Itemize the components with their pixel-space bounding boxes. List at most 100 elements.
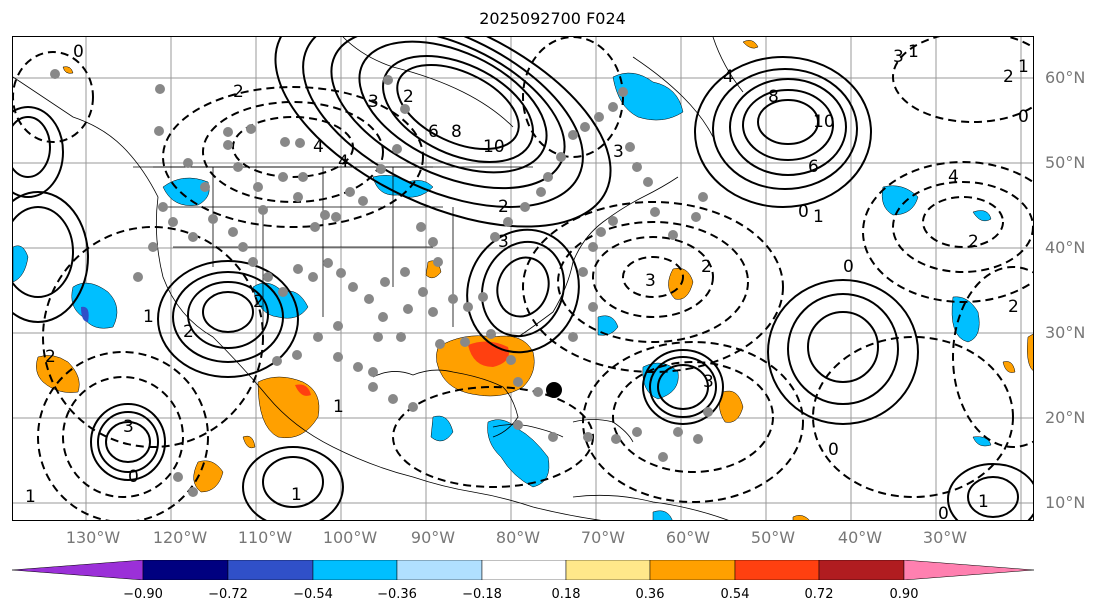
contour-label: 4 <box>338 152 349 172</box>
station-dot <box>460 337 470 347</box>
lon-label-50w: 50°W <box>750 528 796 547</box>
station-dot <box>416 222 426 232</box>
station-dot <box>223 140 233 150</box>
station-dot <box>392 144 402 154</box>
contour-label: 10 <box>483 137 505 157</box>
storm-center-marker <box>546 382 562 398</box>
station-dot <box>345 187 355 197</box>
station-dot <box>358 196 368 206</box>
station-dot <box>280 137 290 147</box>
contour-label: 2 <box>1008 297 1019 317</box>
map-title: 2025092700 F024 <box>479 9 626 28</box>
station-dot <box>308 272 318 282</box>
station-dot <box>253 182 263 192</box>
contour-label: 2 <box>1003 67 1014 87</box>
station-dot <box>336 268 346 278</box>
contour-label: 1 <box>813 207 824 227</box>
contour-label: 3 <box>703 372 714 392</box>
colorbar-segment <box>142 560 229 580</box>
station-dot <box>693 434 703 444</box>
station-dot <box>263 272 273 282</box>
positive-contours <box>13 37 1033 520</box>
colorbar-tick: 0.18 <box>551 587 581 602</box>
station-dot <box>632 162 642 172</box>
station-dot <box>183 158 193 168</box>
station-dot <box>313 332 323 342</box>
station-dot <box>596 227 606 237</box>
lat-label-20n: 20°N <box>1045 408 1086 427</box>
lon-label-100w: 100°W <box>322 528 378 547</box>
lon-label-80w: 80°W <box>495 528 541 547</box>
station-dot <box>373 332 383 342</box>
colorbar-segment <box>649 560 736 580</box>
station-dot <box>578 267 588 277</box>
station-dot <box>155 84 165 94</box>
contour-label: 3 <box>613 142 624 162</box>
station-dot <box>486 329 496 339</box>
station-dot <box>158 202 168 212</box>
lon-label-120w: 120°W <box>152 528 208 547</box>
colorbar-segment <box>818 560 905 580</box>
contour-label: 0 <box>828 440 839 460</box>
station-dot <box>428 237 438 247</box>
colorbar-segment <box>903 560 1034 580</box>
station-dot <box>400 104 410 114</box>
colorbar-tick: −0.36 <box>377 587 417 602</box>
station-dot <box>625 142 635 152</box>
station-dot <box>133 272 143 282</box>
station-dot <box>364 294 374 304</box>
station-dot <box>548 432 558 442</box>
station-dot <box>608 102 618 112</box>
contour-label: 3 <box>123 417 134 437</box>
station-dot <box>246 124 256 134</box>
colorbar-tick: −0.18 <box>462 587 502 602</box>
station-dot <box>272 356 282 366</box>
station-dot <box>333 321 343 331</box>
map-canvas: 0 2 4 6 8 10 3 2 4 1 3 2 1 0 3 8 10 6 4 … <box>13 37 1033 520</box>
station-dot <box>588 302 598 312</box>
colorbar-segment <box>396 560 483 580</box>
station-dot <box>233 162 243 172</box>
station-dot <box>295 138 305 148</box>
lat-label-60n: 60°N <box>1045 68 1086 87</box>
station-dot <box>248 257 258 267</box>
station-dot <box>658 452 668 462</box>
contour-label: 1 <box>291 485 302 505</box>
contour-label: 2 <box>968 232 979 252</box>
station-dot <box>331 212 341 222</box>
station-dot <box>238 242 248 252</box>
lon-label-130w: 130°W <box>65 528 121 547</box>
station-dot <box>703 407 713 417</box>
colorbar-tick: −0.72 <box>208 587 248 602</box>
station-dot <box>418 287 428 297</box>
contour-label: 2 <box>233 82 244 102</box>
station-dot <box>380 277 390 287</box>
colorbar-segment <box>312 560 398 580</box>
contour-label-layer: 0 2 4 6 8 10 3 2 4 1 3 2 1 0 3 8 10 6 4 … <box>25 42 1029 520</box>
contour-label: 2 <box>183 322 194 342</box>
colorbar-tick: −0.54 <box>293 587 333 602</box>
station-dot <box>292 350 302 360</box>
station-dot <box>353 362 363 372</box>
station-dot <box>611 434 621 444</box>
contour-label: 2 <box>253 292 264 312</box>
station-dot <box>298 172 308 182</box>
station-dot <box>154 126 164 136</box>
station-dot <box>378 312 388 322</box>
lon-label-30w: 30°W <box>922 528 968 547</box>
contour-label: 4 <box>948 167 959 187</box>
station-dot <box>568 332 578 342</box>
station-dot <box>348 282 358 292</box>
station-dot <box>228 227 238 237</box>
station-dot <box>490 232 500 242</box>
contour-label: 2 <box>403 87 414 107</box>
colorbar-segment <box>481 560 567 580</box>
contour-label: 8 <box>768 87 779 107</box>
station-dot <box>388 394 398 404</box>
contour-label: 2 <box>498 197 509 217</box>
contour-label: 8 <box>451 122 462 142</box>
map-panel: 0 2 4 6 8 10 3 2 4 1 3 2 1 0 3 8 10 6 4 … <box>12 36 1034 521</box>
station-dot <box>506 355 516 365</box>
station-dot <box>293 192 303 202</box>
station-dot <box>403 304 413 314</box>
